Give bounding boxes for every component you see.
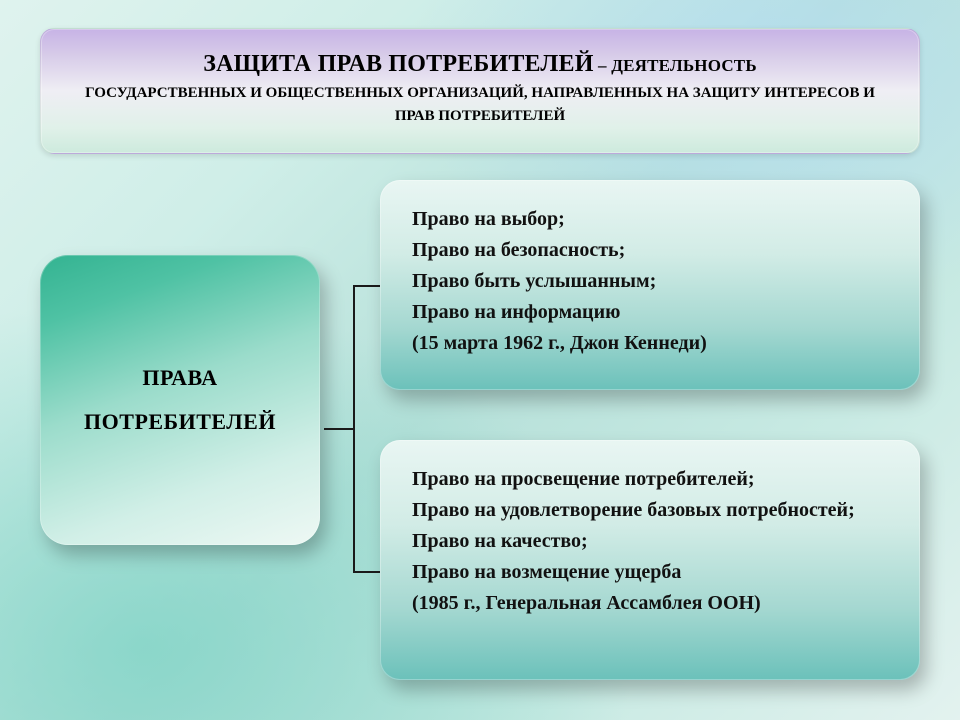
list-item: Право на качество; xyxy=(412,526,892,557)
list-item: (15 марта 1962 г., Джон Кеннеди) xyxy=(412,328,892,359)
header-subtitle: ГОСУДАРСТВЕННЫХ И ОБЩЕСТВЕННЫХ ОРГАНИЗАЦ… xyxy=(81,82,879,127)
list-item: Право быть услышанным; xyxy=(412,266,892,297)
header-banner: ЗАЩИТА ПРАВ ПОТРЕБИТЕЛЕЙ – ДЕЯТЕЛЬНОСТЬ … xyxy=(40,28,920,154)
header-title: ЗАЩИТА ПРАВ ПОТРЕБИТЕЛЕЙ – ДЕЯТЕЛЬНОСТЬ xyxy=(81,51,879,78)
rights-card-1985-body: Право на просвещение потребителей; Право… xyxy=(412,464,892,619)
left-line1: ПРАВА xyxy=(142,365,217,390)
list-item: Право на удовлетворение базовых потребно… xyxy=(412,495,892,526)
list-item: (1985 г., Генеральная Ассамблея ООН) xyxy=(412,588,892,619)
slide-stage: ЗАЩИТА ПРАВ ПОТРЕБИТЕЛЕЙ – ДЕЯТЕЛЬНОСТЬ … xyxy=(0,0,960,720)
list-item: Право на информацию xyxy=(412,297,892,328)
diagram-bracket xyxy=(324,274,380,584)
rights-card-1985: Право на просвещение потребителей; Право… xyxy=(380,440,920,680)
header-title-emph: ЗАЩИТА ПРАВ ПОТРЕБИТЕЛЕЙ xyxy=(203,51,593,77)
rights-card-1962-body: Право на выбор; Право на безопасность; П… xyxy=(412,204,892,359)
list-item: Право на возмещение ущерба xyxy=(412,557,892,588)
header-title-rest: – ДЕЯТЕЛЬНОСТЬ xyxy=(594,56,757,75)
left-source-card: ПРАВА ПОТРЕБИТЕЛЕЙ xyxy=(40,255,320,545)
rights-card-1962: Право на выбор; Право на безопасность; П… xyxy=(380,180,920,390)
list-item: Право на выбор; xyxy=(412,204,892,235)
list-item: Право на просвещение потребителей; xyxy=(412,464,892,495)
left-line2: ПОТРЕБИТЕЛЕЙ xyxy=(84,409,276,434)
left-card-label: ПРАВА ПОТРЕБИТЕЛЕЙ xyxy=(84,356,276,444)
list-item: Право на безопасность; xyxy=(412,235,892,266)
